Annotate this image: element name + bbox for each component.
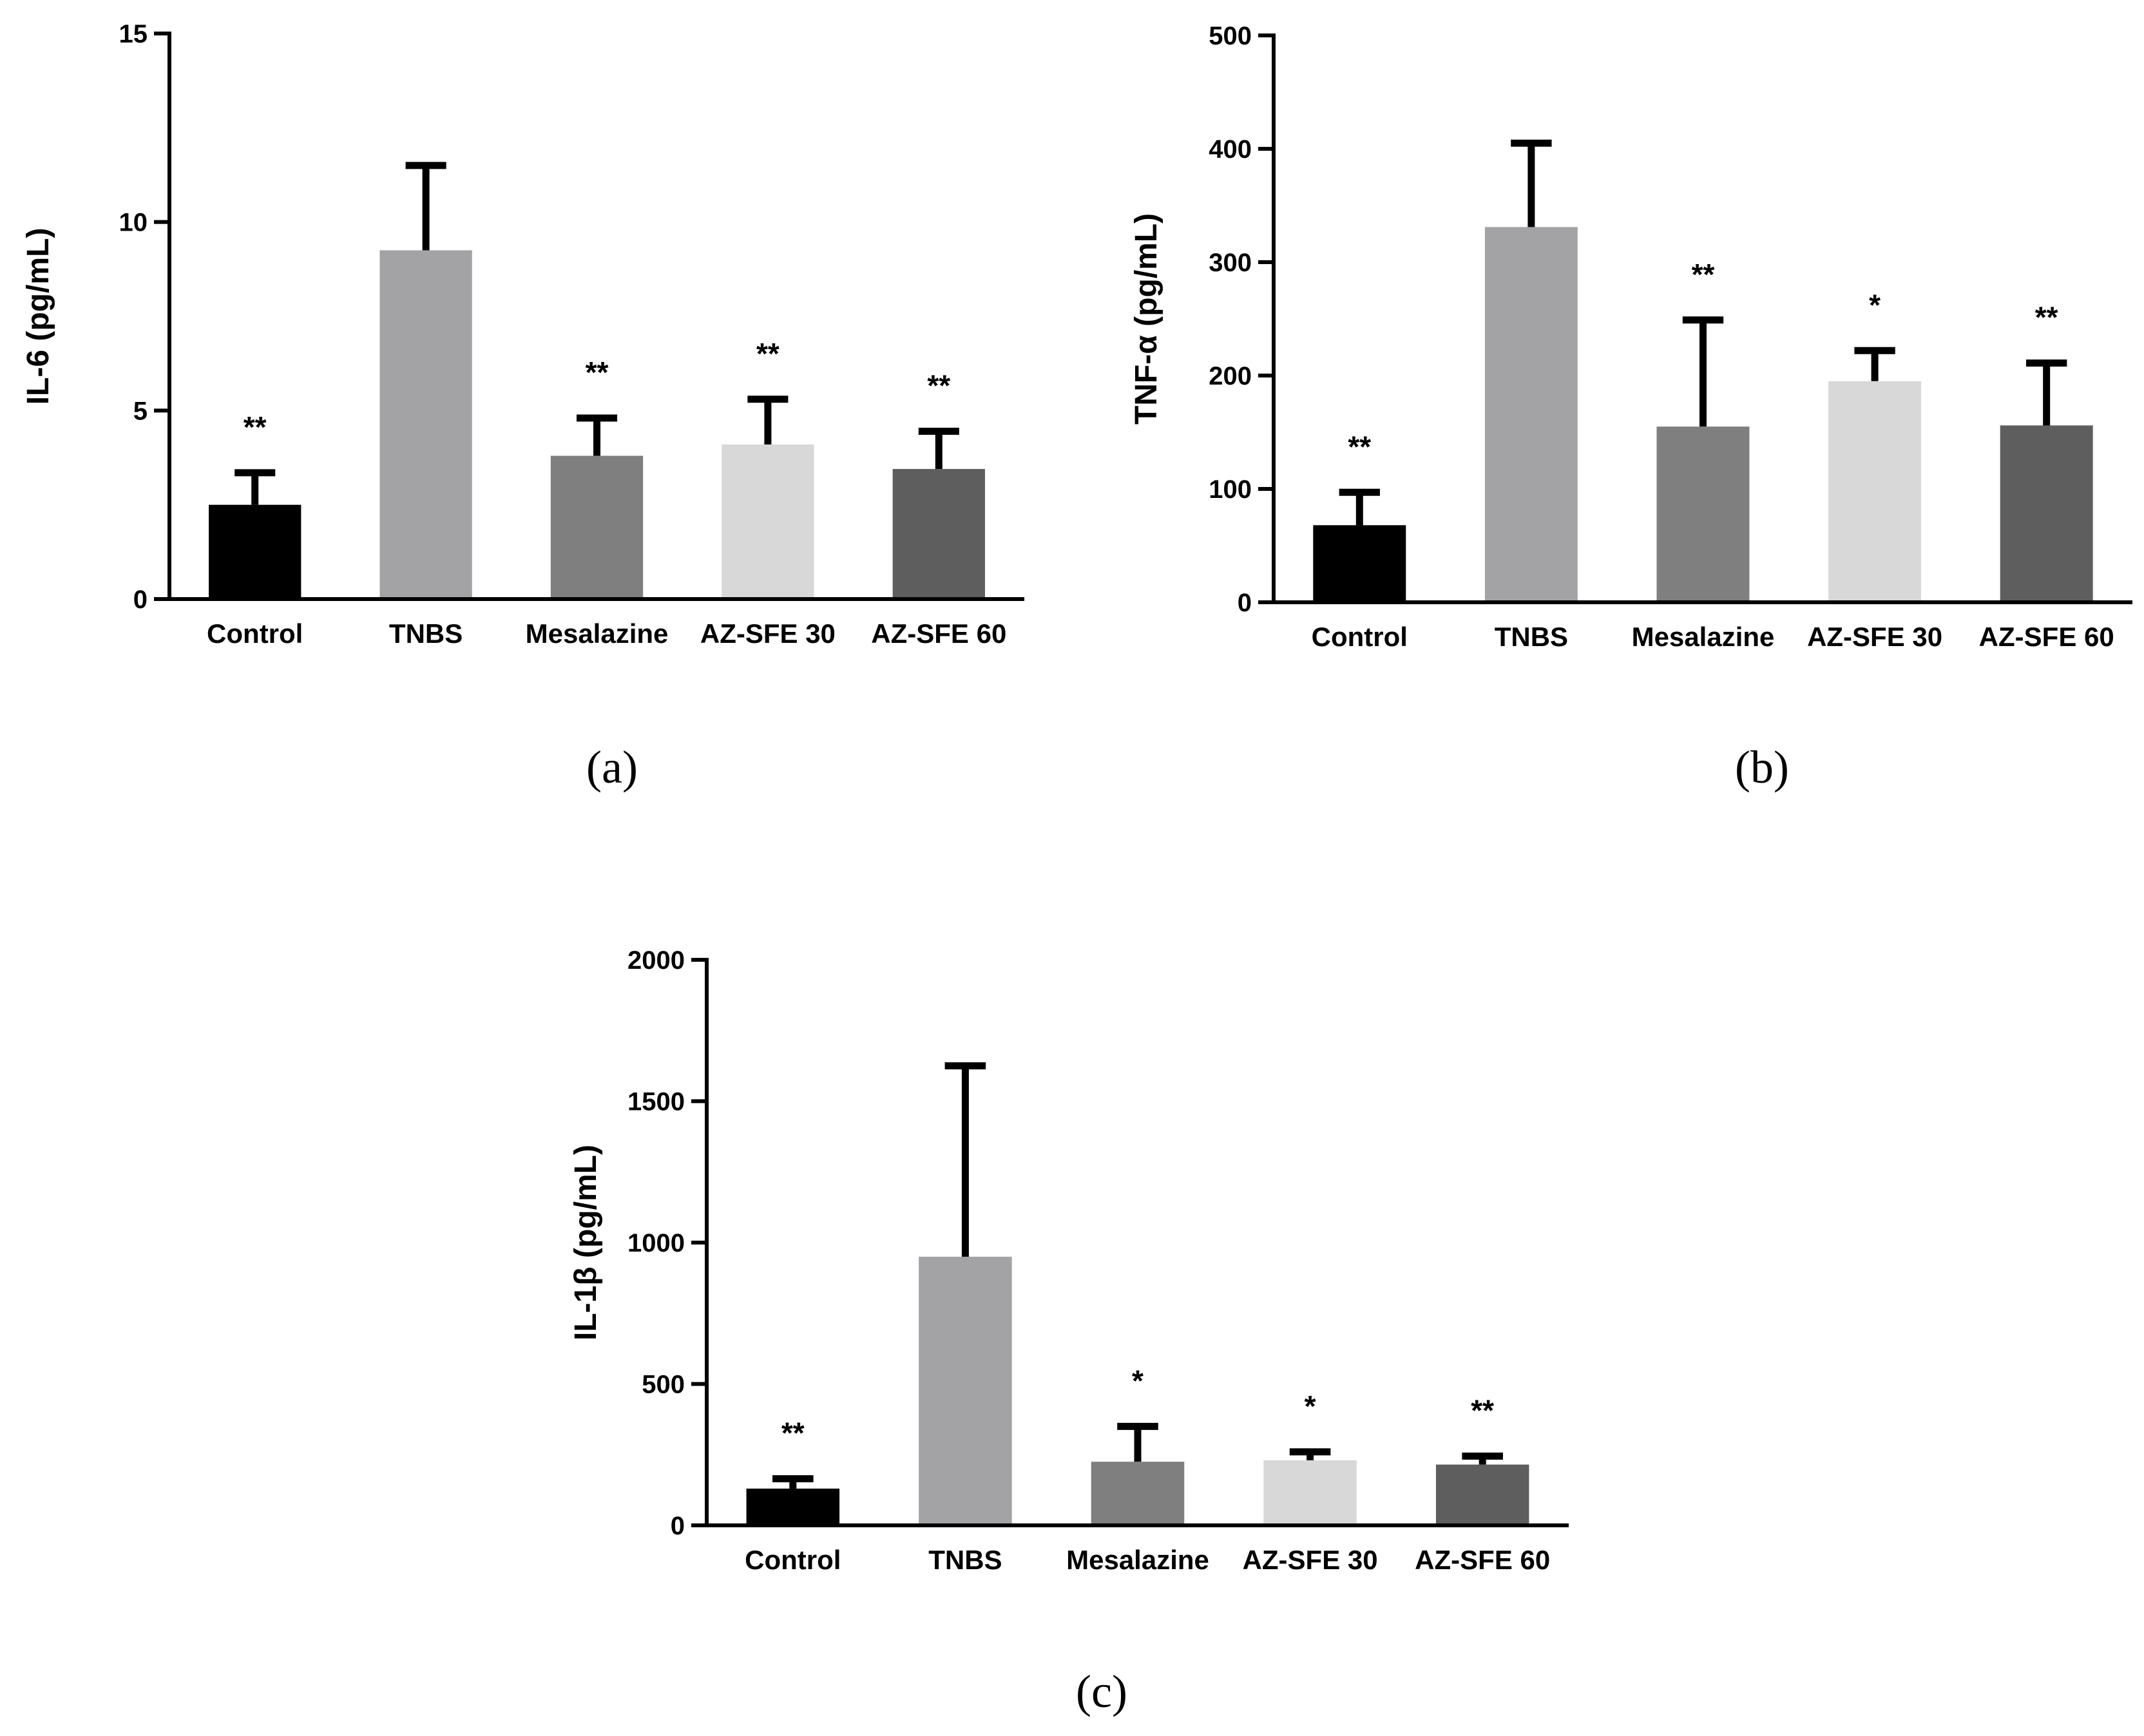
x-tick-label: AZ-SFE 30: [700, 618, 836, 649]
y-tick-label: 15: [119, 20, 148, 48]
significance-marker: *: [1869, 288, 1881, 321]
y-tick-label: 0: [1238, 589, 1252, 617]
significance-marker: **: [2035, 301, 2058, 334]
significance-marker: **: [586, 356, 609, 389]
chart-panel-a: 0 5 10 15 IL-6 (pg/mL) Control ** TNBS Mesalazin…: [21, 20, 1024, 793]
x-tick-label: Control: [745, 1545, 841, 1575]
significance-marker: **: [244, 410, 267, 444]
y-axis-title: IL-6 (pg/mL): [21, 228, 55, 405]
x-tick-label: TNBS: [389, 618, 463, 649]
y-axis-title: IL-1β (pg/mL): [569, 1145, 603, 1340]
x-tick-label: AZ-SFE 60: [871, 618, 1006, 649]
bar-mesalazine: [1656, 426, 1750, 600]
y-tick-label: 300: [1209, 249, 1252, 277]
y-tick-label: 1000: [627, 1229, 685, 1257]
x-tick-label: Mesalazine: [1066, 1545, 1209, 1575]
bar-tnbs: [1484, 227, 1578, 600]
y-tick-label: 1500: [627, 1088, 685, 1116]
bar-az-sfe-60: [2000, 425, 2093, 600]
x-tick-label: TNBS: [1495, 622, 1568, 652]
y-tick-label: 400: [1209, 135, 1252, 164]
panel-label: (a): [586, 741, 638, 793]
bar-az-sfe-60: [892, 469, 985, 597]
significance-marker: *: [1305, 1389, 1316, 1423]
y-tick-label: 2000: [627, 946, 685, 975]
x-tick-label: Mesalazine: [1632, 622, 1775, 652]
significance-marker: **: [756, 337, 780, 370]
chart-panel-b: 0 100 200 300 400 500 TNF-α (pg/mL) Control ** TN…: [1129, 22, 2132, 793]
y-tick-label: 500: [642, 1371, 685, 1399]
significance-marker: *: [1132, 1364, 1144, 1397]
bar-control: [209, 504, 302, 597]
x-tick-label: AZ-SFE 30: [1243, 1545, 1378, 1575]
bar-az-sfe-30: [1828, 381, 1922, 600]
x-tick-label: Control: [207, 618, 303, 649]
x-tick-label: TNBS: [928, 1545, 1002, 1575]
bar-mesalazine: [550, 455, 644, 597]
x-tick-label: AZ-SFE 60: [1415, 1545, 1550, 1575]
significance-marker: **: [1348, 430, 1371, 463]
significance-marker: **: [1471, 1393, 1494, 1427]
significance-marker: **: [927, 369, 950, 403]
y-tick-label: 200: [1209, 362, 1252, 390]
bar-control: [1313, 525, 1406, 600]
panel-label: (b): [1735, 741, 1789, 793]
x-tick-label: AZ-SFE 60: [1979, 622, 2114, 652]
x-tick-label: Mesalazine: [526, 618, 669, 649]
y-tick-label: 5: [133, 397, 148, 425]
bar-control: [746, 1488, 840, 1523]
panel-label: (c): [1076, 1666, 1127, 1717]
y-tick-label: 0: [133, 586, 148, 614]
bar-az-sfe-60: [1435, 1464, 1529, 1523]
significance-marker: **: [1692, 258, 1715, 291]
y-tick-label: 500: [1209, 22, 1252, 50]
y-tick-label: 100: [1209, 475, 1252, 504]
y-tick-label: 10: [119, 209, 148, 237]
y-tick-label: 0: [671, 1512, 685, 1540]
bar-az-sfe-30: [1263, 1460, 1357, 1523]
bar-tnbs: [379, 250, 472, 598]
y-axis-title: TNF-α (pg/mL): [1129, 213, 1163, 424]
bar-tnbs: [919, 1256, 1012, 1523]
bar-mesalazine: [1091, 1462, 1185, 1523]
bar-az-sfe-30: [722, 444, 814, 597]
significance-marker: **: [781, 1416, 805, 1450]
x-tick-label: Control: [1312, 622, 1408, 652]
x-tick-label: AZ-SFE 30: [1807, 622, 1942, 652]
